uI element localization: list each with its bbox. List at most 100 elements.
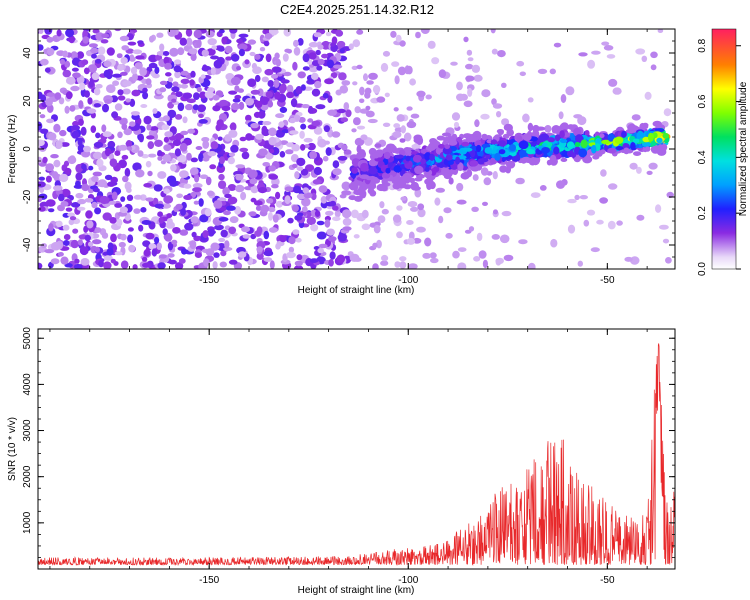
heatmap-cell xyxy=(438,69,447,78)
heatmap-cell xyxy=(190,157,198,163)
heatmap-cell xyxy=(341,80,351,86)
heatmap-cell xyxy=(372,84,381,94)
heatmap-cell xyxy=(70,125,80,131)
heatmap-cell xyxy=(93,87,101,96)
heatmap-cell xyxy=(59,129,67,137)
colorbar-tick-label: 0.2 xyxy=(697,206,708,220)
heatmap-cell xyxy=(342,217,352,226)
heatmap-cell xyxy=(294,171,300,180)
heatmap-cell xyxy=(218,180,227,189)
heatmap-cell xyxy=(216,164,226,173)
heatmap-cell xyxy=(327,109,337,116)
heatmap-cell xyxy=(228,90,238,95)
heatmap-cell xyxy=(90,125,97,133)
y-tick-label: 5000 xyxy=(22,327,33,350)
heatmap-cell xyxy=(98,259,104,268)
heatmap-cell xyxy=(412,154,422,163)
heatmap-cell xyxy=(64,167,72,175)
snr-y-ticks: 1000 2000 3000 4000 5000 xyxy=(22,327,675,558)
heatmap-cell xyxy=(374,143,382,148)
heatmap-cell xyxy=(328,236,337,242)
heatmap-cell xyxy=(38,206,46,212)
heatmap-cell xyxy=(145,232,155,240)
heatmap-cell xyxy=(45,175,52,183)
heatmap-cell xyxy=(157,150,163,157)
heatmap-cell xyxy=(164,131,173,138)
heatmap-cell xyxy=(326,228,336,236)
heatmap-cell xyxy=(381,208,389,215)
heatmap-cell xyxy=(301,197,311,207)
heatmap-cell xyxy=(650,64,657,71)
heatmap-cell xyxy=(281,129,290,134)
heatmap-cell xyxy=(382,172,391,179)
heatmap-cell xyxy=(279,85,286,94)
heatmap-cell xyxy=(125,140,133,148)
heatmap-cell xyxy=(234,205,242,215)
heatmap-cell xyxy=(149,35,155,43)
heatmap-cell xyxy=(56,29,62,37)
heatmap-cell xyxy=(422,252,432,259)
heatmap-cell xyxy=(68,35,76,44)
heatmap-cell xyxy=(163,195,174,204)
heatmap-cell xyxy=(75,163,84,173)
heatmap-cell xyxy=(64,105,70,114)
heatmap-cell xyxy=(228,152,236,157)
heatmap-cell xyxy=(40,243,48,249)
heatmap-cell xyxy=(478,250,487,259)
heatmap-cell xyxy=(179,170,189,179)
heatmap-cell xyxy=(175,203,183,210)
heatmap-cell xyxy=(414,165,424,175)
heatmap-cell xyxy=(267,100,274,108)
heatmap-cell xyxy=(368,159,378,167)
heatmap-cell xyxy=(635,48,646,55)
heatmap-cell xyxy=(456,199,467,205)
heatmap-cell xyxy=(491,148,497,155)
heatmap-cell xyxy=(599,197,608,204)
heatmap-cell xyxy=(373,224,381,234)
heatmap-cell xyxy=(592,154,600,160)
chart-title: C2E4.2025.251.14.32.R12 xyxy=(280,2,434,17)
heatmap-cell xyxy=(254,230,262,237)
heatmap-cell xyxy=(300,168,309,176)
heatmap-cell xyxy=(300,84,306,91)
heatmap-cell xyxy=(648,162,658,170)
y-tick-label: 2000 xyxy=(22,465,33,488)
heatmap-cell xyxy=(46,118,55,124)
heatmap-cell xyxy=(189,167,199,176)
heatmap-cell xyxy=(400,196,407,201)
heatmap-cell xyxy=(396,231,403,239)
heatmap-cell xyxy=(267,80,274,87)
heatmap-cell xyxy=(129,54,135,62)
y-tick-label: 20 xyxy=(22,95,33,107)
x-tick-label: -50 xyxy=(600,575,615,586)
heatmap-cell xyxy=(317,247,325,254)
heatmap-cell xyxy=(279,151,286,158)
heatmap-cell xyxy=(53,159,61,168)
heatmap-cell xyxy=(509,144,516,152)
heatmap-cell xyxy=(65,29,75,38)
heatmap-cell xyxy=(496,129,504,134)
heatmap-cell xyxy=(92,29,100,34)
heatmap-cell xyxy=(70,202,81,208)
heatmap-cell xyxy=(574,194,580,201)
heatmap-cell xyxy=(38,176,45,181)
heatmap-cell xyxy=(122,80,132,87)
heatmap-cell xyxy=(181,248,188,255)
heatmap-cell xyxy=(114,150,121,156)
heatmap-cell xyxy=(343,102,350,111)
colorbar-tick-label: 0.6 xyxy=(697,94,708,108)
snr-series-line xyxy=(38,343,675,567)
heatmap-cell xyxy=(117,95,126,101)
heatmap-cell xyxy=(85,210,93,219)
heatmap-cell xyxy=(600,169,607,177)
heatmap-cell xyxy=(48,132,57,141)
heatmap-cell xyxy=(499,234,510,244)
heatmap-cell xyxy=(211,45,217,50)
heatmap-cell xyxy=(71,130,80,139)
heatmap-cell xyxy=(258,148,268,156)
heatmap-cell xyxy=(107,242,114,250)
heatmap-cell xyxy=(97,179,108,188)
heatmap-cell xyxy=(171,239,178,245)
heatmap-cell xyxy=(275,191,281,200)
heatmap-cell xyxy=(180,78,190,85)
